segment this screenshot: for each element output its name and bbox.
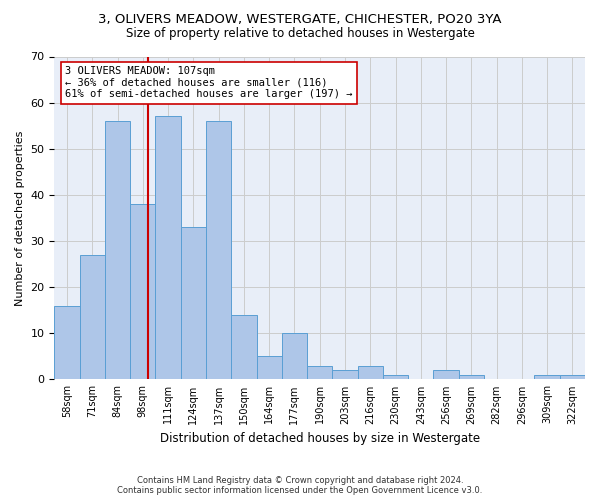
Bar <box>257 356 282 380</box>
Bar <box>231 315 257 380</box>
Bar <box>206 121 231 380</box>
Bar <box>130 204 155 380</box>
Bar <box>358 366 383 380</box>
Y-axis label: Number of detached properties: Number of detached properties <box>15 130 25 306</box>
Bar <box>433 370 458 380</box>
Bar <box>282 334 307 380</box>
Text: Contains HM Land Registry data © Crown copyright and database right 2024.
Contai: Contains HM Land Registry data © Crown c… <box>118 476 482 495</box>
Bar <box>155 116 181 380</box>
Bar <box>181 227 206 380</box>
Bar <box>80 255 105 380</box>
Bar <box>383 375 408 380</box>
X-axis label: Distribution of detached houses by size in Westergate: Distribution of detached houses by size … <box>160 432 480 445</box>
Bar <box>307 366 332 380</box>
Bar <box>332 370 358 380</box>
Text: 3, OLIVERS MEADOW, WESTERGATE, CHICHESTER, PO20 3YA: 3, OLIVERS MEADOW, WESTERGATE, CHICHESTE… <box>98 12 502 26</box>
Text: Size of property relative to detached houses in Westergate: Size of property relative to detached ho… <box>125 28 475 40</box>
Bar <box>55 306 80 380</box>
Bar <box>458 375 484 380</box>
Text: 3 OLIVERS MEADOW: 107sqm
← 36% of detached houses are smaller (116)
61% of semi-: 3 OLIVERS MEADOW: 107sqm ← 36% of detach… <box>65 66 353 100</box>
Bar <box>560 375 585 380</box>
Bar <box>535 375 560 380</box>
Bar <box>105 121 130 380</box>
